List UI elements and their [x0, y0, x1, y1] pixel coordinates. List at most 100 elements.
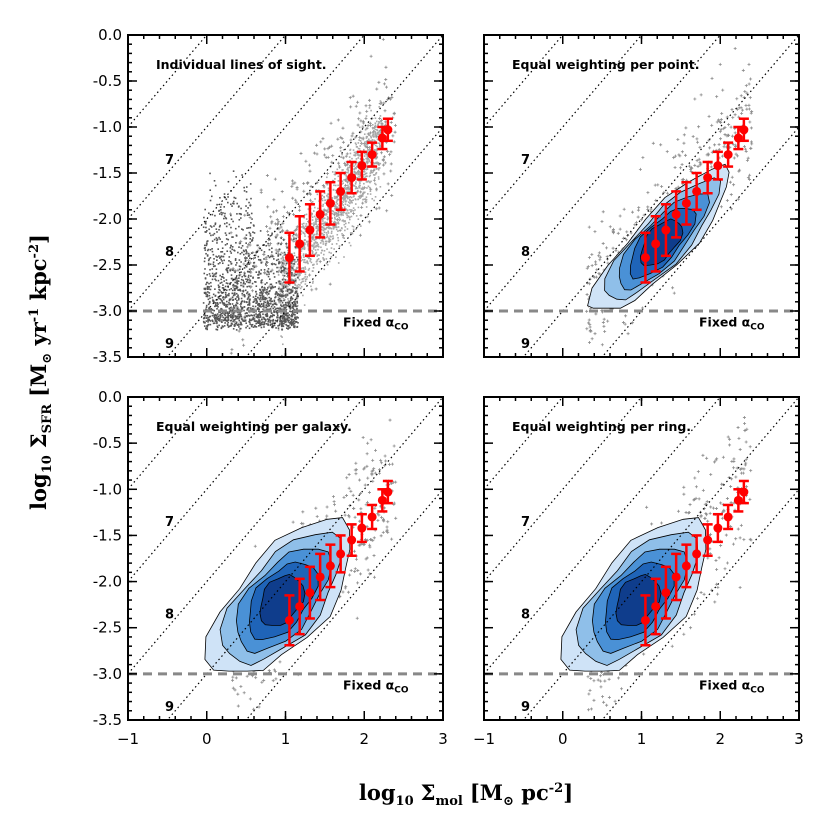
dark-point	[268, 318, 270, 321]
dark-point	[224, 291, 227, 294]
sparse-point	[352, 549, 356, 553]
sparse-point	[229, 351, 233, 355]
light-point	[365, 141, 368, 144]
light-point	[317, 207, 319, 210]
dark-point	[253, 318, 256, 320]
dark-point	[257, 255, 260, 258]
dark-point	[220, 299, 223, 302]
light-point	[323, 224, 325, 227]
dark-point	[228, 260, 230, 262]
dark-point	[206, 288, 209, 291]
dark-point	[250, 252, 253, 254]
dark-point	[213, 309, 216, 312]
dark-point	[252, 316, 255, 319]
sparse-point	[649, 209, 653, 213]
light-point	[346, 212, 348, 214]
sparse-point	[365, 126, 369, 130]
dark-point	[289, 305, 292, 308]
light-point	[279, 321, 281, 324]
dark-point	[245, 265, 248, 268]
light-point	[332, 235, 334, 237]
light-point	[335, 228, 338, 231]
sparse-point	[682, 141, 686, 145]
light-point	[300, 282, 302, 284]
light-point	[314, 218, 317, 221]
dark-point	[273, 306, 276, 308]
dark-point	[257, 258, 260, 261]
sparse-point	[606, 261, 610, 265]
dark-point	[286, 246, 288, 249]
sparse-point	[262, 678, 266, 682]
dark-point	[212, 322, 215, 325]
dark-point	[248, 319, 251, 321]
dark-point	[285, 312, 288, 315]
light-point	[311, 249, 313, 252]
sparse-point	[272, 210, 276, 214]
light-point	[282, 256, 285, 259]
light-point	[371, 126, 374, 129]
light-point	[307, 248, 310, 250]
light-point	[379, 162, 382, 165]
dark-point	[291, 313, 293, 316]
sparse-point	[637, 206, 641, 210]
light-point	[349, 232, 352, 234]
light-point	[346, 209, 349, 211]
sparse-point	[741, 108, 745, 112]
light-point	[378, 121, 381, 124]
dark-point	[289, 323, 291, 325]
sparse-point	[359, 572, 363, 576]
dark-point	[246, 312, 248, 314]
sparse-point	[701, 488, 705, 492]
light-point	[337, 184, 339, 187]
dark-point	[246, 291, 249, 293]
light-point	[369, 140, 372, 142]
dark-point	[225, 305, 227, 308]
light-point	[341, 169, 344, 171]
dark-point	[281, 320, 284, 323]
dark-point	[259, 294, 262, 297]
light-point	[318, 254, 320, 257]
light-point	[322, 203, 325, 206]
light-point	[340, 211, 343, 213]
dark-point	[236, 282, 239, 285]
light-point	[357, 157, 360, 159]
light-point	[303, 304, 306, 306]
dark-point	[249, 298, 251, 301]
dark-point	[205, 306, 208, 309]
light-point	[332, 226, 335, 228]
dark-point	[204, 277, 207, 280]
dark-point	[288, 301, 291, 303]
dark-point	[221, 262, 224, 265]
light-point	[327, 232, 330, 234]
dark-point	[294, 305, 297, 307]
dark-point	[250, 275, 252, 277]
dark-point	[219, 238, 221, 240]
dark-point	[273, 314, 275, 317]
sparse-point	[590, 253, 594, 257]
light-point	[337, 194, 339, 197]
light-point	[357, 173, 359, 176]
dark-point	[244, 275, 247, 278]
sparse-point	[673, 165, 677, 169]
fixed-alpha-label: Fixed αCO	[343, 678, 409, 696]
dark-point	[258, 310, 260, 313]
light-point	[296, 304, 299, 307]
dark-point	[213, 274, 215, 277]
dark-point	[211, 272, 214, 275]
light-point	[296, 296, 299, 299]
dark-point	[267, 301, 269, 304]
light-point	[345, 160, 348, 163]
dark-point	[204, 231, 207, 233]
dark-point	[281, 314, 284, 317]
light-point	[312, 280, 314, 283]
light-point	[306, 276, 309, 278]
dark-point	[267, 319, 270, 322]
light-point	[326, 263, 329, 266]
dark-point	[236, 307, 239, 310]
light-point	[321, 249, 323, 252]
dark-point	[267, 303, 270, 305]
light-point	[326, 195, 328, 197]
sparse-point	[370, 170, 374, 174]
dark-point	[238, 289, 240, 292]
